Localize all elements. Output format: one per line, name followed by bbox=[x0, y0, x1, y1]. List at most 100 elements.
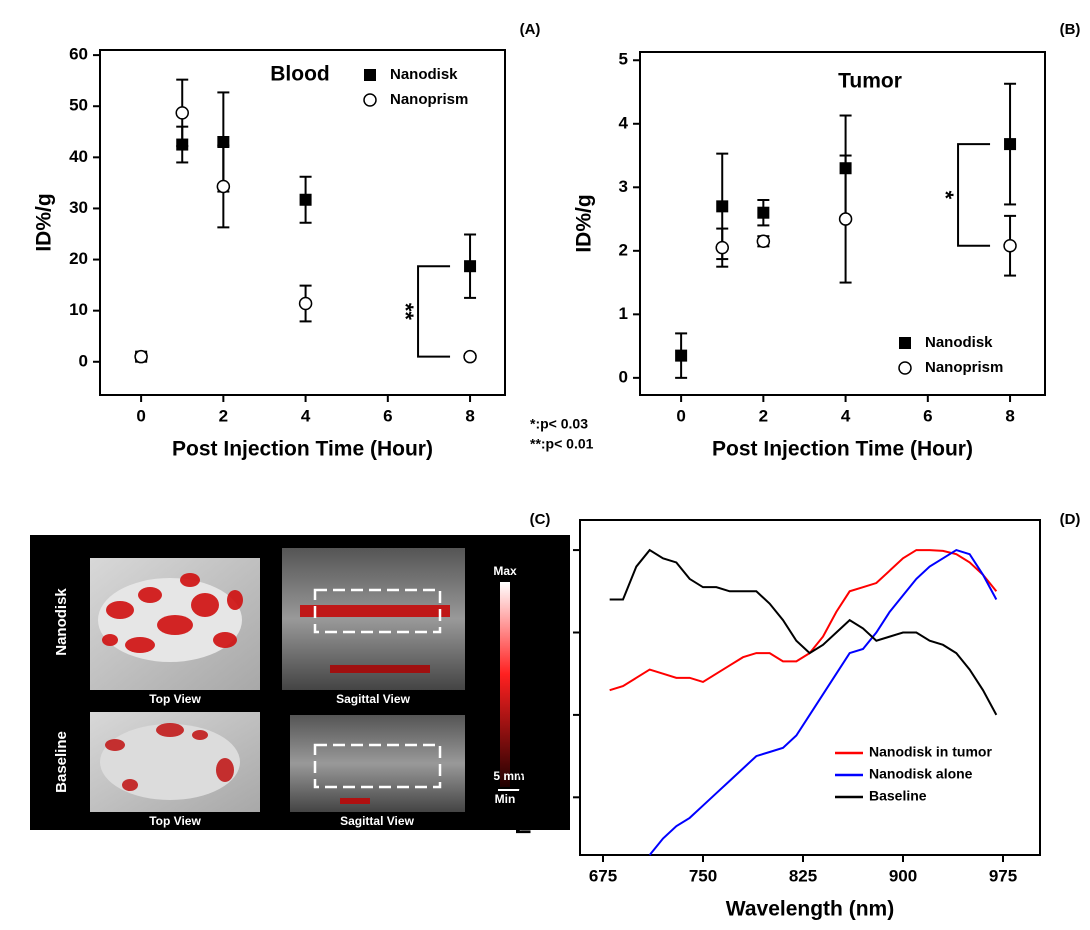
x-tick-label: 4 bbox=[841, 406, 851, 425]
image-panel: Nanodisk Baseline Top View Sagittal View… bbox=[30, 511, 570, 830]
colorbar-max: Max bbox=[493, 564, 517, 578]
data-point bbox=[716, 200, 729, 213]
significance-bracket bbox=[417, 265, 451, 358]
row-label: Baseline bbox=[53, 731, 70, 793]
y-axis-label: ID%/g bbox=[33, 193, 56, 251]
panel-label: (A) bbox=[520, 21, 541, 38]
line bbox=[609, 549, 998, 692]
data-point bbox=[176, 138, 189, 151]
y-tick-label: 10 bbox=[69, 300, 88, 319]
data-point bbox=[715, 240, 729, 255]
note: *:p< 0.03 bbox=[530, 416, 588, 432]
row-label: Nanodisk bbox=[53, 588, 70, 656]
data-point bbox=[675, 349, 688, 362]
y-tick-label: 5 bbox=[619, 50, 628, 69]
data-point bbox=[464, 260, 477, 273]
y-tick-label: 4 bbox=[619, 113, 629, 132]
x-tick-label: 825 bbox=[789, 866, 817, 885]
x-tick-label: 8 bbox=[1005, 406, 1014, 425]
legend-label: Baseline bbox=[869, 788, 927, 804]
signal bbox=[102, 573, 243, 653]
x-tick-label: 8 bbox=[465, 406, 474, 425]
y-tick-label: 0 bbox=[619, 367, 628, 386]
roi-box bbox=[313, 588, 442, 634]
legend-label: Nanoprism bbox=[925, 359, 1003, 376]
plot-frame bbox=[99, 49, 506, 396]
y-tick-label: 0.6 bbox=[544, 704, 568, 723]
y-tick-label: 20 bbox=[69, 249, 88, 268]
x-tick-label: 750 bbox=[689, 866, 717, 885]
colorbar-min: Min bbox=[495, 792, 516, 806]
legend-label: Nanodisk in tumor bbox=[869, 744, 992, 760]
view-label: Sagittal View bbox=[340, 814, 414, 828]
data-point bbox=[463, 349, 477, 364]
data-point bbox=[1003, 238, 1017, 253]
signal bbox=[330, 665, 430, 673]
signal bbox=[300, 605, 450, 617]
data-point bbox=[756, 234, 771, 249]
legend-marker bbox=[364, 69, 376, 81]
significance-bracket bbox=[957, 143, 991, 247]
chart-title: Blood bbox=[270, 63, 329, 86]
line bbox=[648, 548, 998, 856]
x-tick-label: 0 bbox=[676, 406, 685, 425]
plot-frame bbox=[579, 519, 1041, 856]
x-tick-label: 0 bbox=[136, 406, 145, 425]
legend-label: Nanodisk bbox=[390, 66, 458, 83]
y-tick-label: 50 bbox=[69, 96, 88, 115]
x-axis-label: Post Injection Time (Hour) bbox=[712, 438, 973, 461]
x-axis-label: Wavelength (nm) bbox=[726, 898, 894, 921]
y-tick-label: 0.8 bbox=[544, 622, 568, 641]
sagittal-image bbox=[290, 715, 465, 812]
panel-label: (C) bbox=[530, 511, 551, 528]
x-tick-label: 675 bbox=[589, 866, 617, 885]
data-point bbox=[217, 136, 230, 148]
y-axis-label: ID%/g bbox=[573, 194, 596, 252]
x-tick-label: 2 bbox=[759, 406, 768, 425]
y-tick-label: 60 bbox=[69, 45, 88, 64]
signal bbox=[105, 723, 234, 791]
data-point bbox=[838, 212, 853, 226]
data-point bbox=[298, 296, 313, 311]
y-tick-label: 40 bbox=[69, 147, 88, 166]
legend-marker bbox=[363, 93, 377, 107]
note: **:p< 0.01 bbox=[530, 436, 594, 452]
y-tick-label: 1 bbox=[619, 304, 628, 323]
y-tick-label: 2 bbox=[619, 240, 628, 259]
view-label: Top View bbox=[149, 814, 201, 828]
x-tick-label: 4 bbox=[301, 406, 311, 425]
panel-label: (D) bbox=[1060, 511, 1081, 528]
data-point bbox=[134, 349, 148, 364]
y-tick-label: 1.0 bbox=[544, 540, 568, 559]
x-tick-label: 2 bbox=[219, 406, 228, 425]
signal bbox=[340, 798, 370, 804]
significance-label: ** bbox=[393, 303, 418, 321]
panel-label: (B) bbox=[1060, 21, 1081, 38]
line bbox=[609, 548, 998, 716]
chart-title: Tumor bbox=[838, 70, 902, 93]
legend-label: Nanodisk alone bbox=[869, 766, 973, 782]
legend-label: Nanoprism bbox=[390, 91, 468, 108]
y-tick-label: 3 bbox=[619, 177, 628, 196]
legend-label: Nanodisk bbox=[925, 334, 993, 351]
scale-bar-label: 5 mm bbox=[493, 769, 524, 783]
x-tick-label: 900 bbox=[889, 866, 917, 885]
significance-label: * bbox=[933, 191, 958, 200]
y-tick-label: 30 bbox=[69, 198, 88, 217]
legend-marker bbox=[898, 361, 912, 375]
x-tick-label: 6 bbox=[383, 406, 392, 425]
view-label: Sagittal View bbox=[336, 692, 410, 706]
data-point bbox=[175, 106, 189, 120]
legend-marker bbox=[899, 337, 911, 349]
roi-box bbox=[313, 743, 442, 789]
data-point bbox=[1004, 138, 1017, 151]
y-tick-label: 0.4 bbox=[544, 787, 568, 806]
y-tick-label: 0 bbox=[79, 351, 88, 370]
colorbar bbox=[500, 582, 510, 787]
data-point bbox=[299, 193, 312, 206]
y-axis-label: Normalized PA Intensity (a.u.) bbox=[513, 540, 536, 834]
x-axis-label: Post Injection Time (Hour) bbox=[172, 438, 433, 461]
view-label: Top View bbox=[149, 692, 201, 706]
